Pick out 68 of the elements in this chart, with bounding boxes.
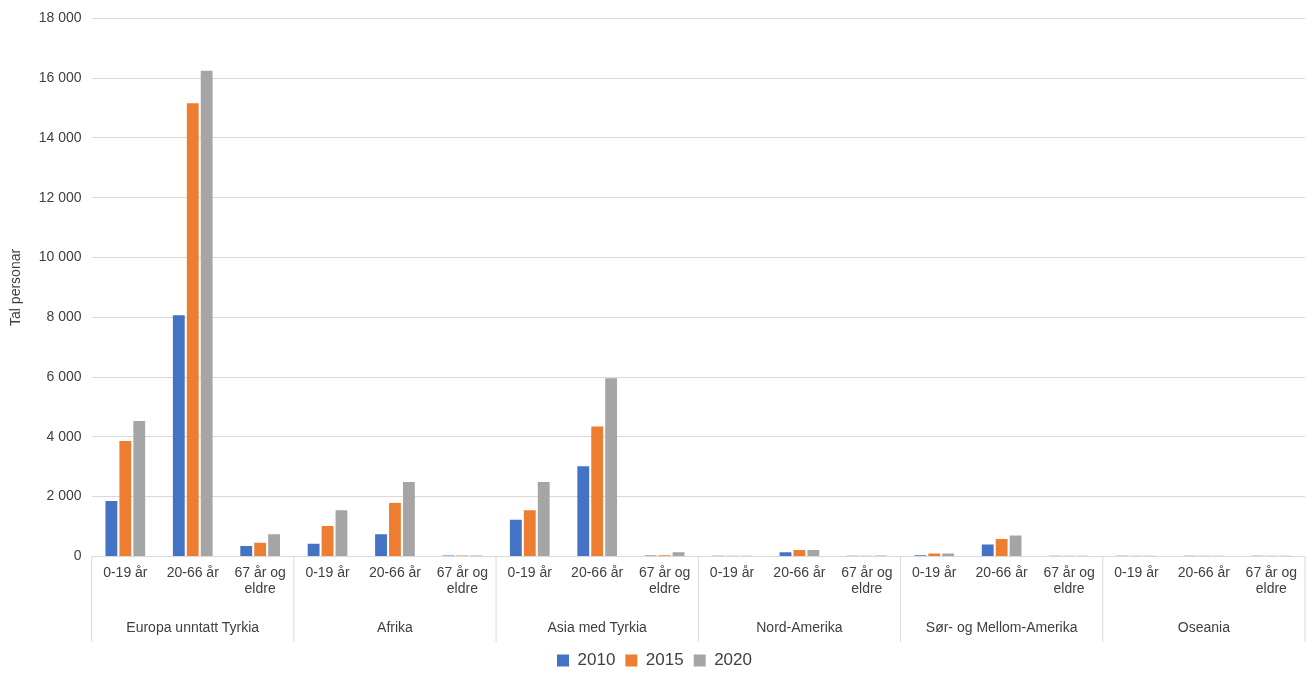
- x-tick-label: 20-66 år: [571, 563, 624, 580]
- y-tick-label: 16 000: [38, 69, 82, 86]
- y-tick-label: 12 000: [38, 188, 82, 205]
- bar: [200, 70, 213, 556]
- x-tick-label: 20-66 år: [975, 563, 1029, 580]
- text: Europa unntatt Tyrkia: [126, 618, 260, 635]
- y-tick-label: 14 000: [38, 128, 82, 145]
- bar: [186, 103, 199, 556]
- bar: [307, 543, 320, 556]
- text: Oseania: [1177, 618, 1231, 635]
- x-tick-label: 67 år og eldre: [436, 563, 489, 597]
- bar: [105, 501, 118, 556]
- text: Afrika: [377, 618, 414, 635]
- x-tick-label: 0-19 år: [912, 563, 957, 580]
- bar: [793, 550, 806, 556]
- y-tick-label: 8 000: [46, 308, 82, 325]
- legend-label: 2010: [577, 650, 616, 670]
- x-tick-label: 67 år og eldre: [1245, 563, 1297, 597]
- text: Sør- og Mellom-Amerika: [925, 618, 1078, 635]
- y-tick-label: 2 000: [46, 487, 82, 504]
- bar: [240, 545, 253, 556]
- bar: [133, 421, 146, 556]
- bar: [605, 378, 618, 556]
- x-tick-label: 67 år og eldre: [841, 563, 893, 597]
- x-tick-label: 0-19 år: [1114, 563, 1159, 580]
- y-tick-label: 6 000: [46, 367, 82, 384]
- x-tick-label: 0-19 år: [305, 563, 351, 580]
- x-tick-label: 0-19 år: [709, 563, 755, 580]
- x-tick-label: 67 år og eldre: [1043, 563, 1095, 597]
- bar: [672, 552, 685, 556]
- y-tick-label: 18 000: [38, 9, 82, 26]
- bar: [928, 553, 941, 556]
- bar: [268, 534, 280, 556]
- legend-label: 2020: [714, 650, 752, 670]
- bar: [402, 481, 415, 556]
- x-tick-label: 20-66 år: [1177, 563, 1231, 580]
- bar: [389, 502, 401, 556]
- legend-label: 2015: [645, 650, 684, 670]
- x-tick-label: 67 år og eldre: [638, 563, 691, 597]
- x-tick-label: 67 år og eldre: [234, 563, 286, 597]
- x-tick-label: 0-19 år: [507, 563, 553, 580]
- x-tick-label: 20-66 år: [166, 563, 220, 580]
- x-tick-label: 20-66 år: [368, 563, 422, 580]
- bar: [807, 550, 820, 556]
- text: Asia med Tyrkia: [547, 618, 648, 635]
- x-tick-label: 20-66 år: [773, 563, 826, 580]
- bar: [335, 510, 348, 556]
- text: Nord-Amerika: [756, 618, 843, 635]
- x-tick-label: 0-19 år: [103, 563, 148, 580]
- bar: [321, 525, 334, 556]
- bar: [254, 542, 267, 556]
- bar: [172, 315, 185, 556]
- bar: [119, 441, 132, 556]
- bar: [981, 544, 994, 556]
- bar: [577, 466, 590, 556]
- bar: [995, 539, 1008, 556]
- bar: [509, 519, 522, 556]
- y-tick-label: 10 000: [38, 248, 82, 265]
- bar: [779, 552, 792, 556]
- bar: [942, 553, 955, 556]
- y-tick-label: 0: [73, 547, 82, 564]
- bar: [1009, 535, 1022, 556]
- bar: [591, 426, 604, 556]
- y-axis-title: Tal personar: [7, 248, 24, 326]
- bar: [523, 510, 536, 556]
- bar: [375, 534, 387, 556]
- bar: [537, 481, 550, 556]
- y-tick-label: 4 000: [46, 427, 82, 444]
